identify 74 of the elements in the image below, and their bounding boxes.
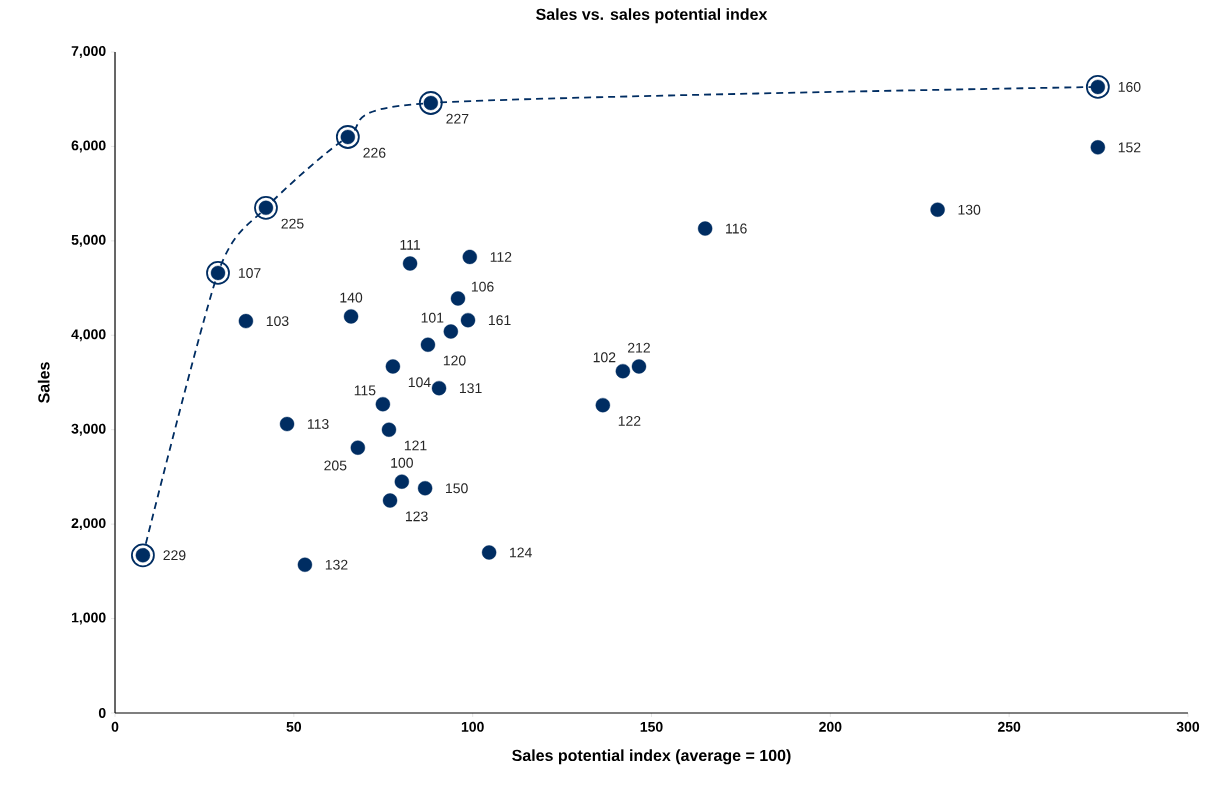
annotation: 161 xyxy=(488,315,511,326)
annotation: 160 xyxy=(1118,81,1141,92)
point xyxy=(279,416,295,432)
annotation: 115 xyxy=(354,385,376,396)
point xyxy=(350,440,366,455)
annotation: 152 xyxy=(1118,142,1141,153)
point xyxy=(443,324,459,339)
point xyxy=(1090,140,1106,155)
point xyxy=(631,359,647,374)
y-tick-label: 1,000 xyxy=(71,612,106,625)
annotation: 116 xyxy=(726,223,747,234)
point xyxy=(930,202,945,217)
point xyxy=(595,397,611,413)
point xyxy=(420,337,436,352)
y-tick-label: 2,000 xyxy=(71,518,106,531)
point xyxy=(238,313,254,329)
point xyxy=(297,557,313,572)
point xyxy=(394,474,410,489)
annotation: 227 xyxy=(446,113,469,124)
x-axis-title: Sales potential index (average = 100) xyxy=(512,749,791,765)
annotation: 131 xyxy=(459,383,482,394)
annotation: 205 xyxy=(324,460,347,471)
y-tick-label: 7,000 xyxy=(71,46,106,58)
annotation: 123 xyxy=(405,511,428,522)
x-tick-label: 50 xyxy=(286,721,302,732)
x-tick-label: 0 xyxy=(111,721,119,732)
annotation: 104 xyxy=(408,377,431,388)
y-axis-title: Sales xyxy=(37,362,50,403)
annotation: 150 xyxy=(446,483,468,494)
chart-title: Sales vs. sales potential index xyxy=(536,8,768,24)
x-tick-label: 100 xyxy=(461,721,484,732)
annotation: 113 xyxy=(307,419,329,429)
point xyxy=(375,397,391,412)
annotation: 226 xyxy=(363,147,386,158)
point xyxy=(381,422,397,437)
point xyxy=(402,256,418,271)
annotation: 103 xyxy=(266,316,289,327)
annotation: 130 xyxy=(958,204,981,215)
annotation: 121 xyxy=(404,440,427,451)
point xyxy=(343,309,359,324)
annotation: 225 xyxy=(281,218,304,229)
y-tick-label: 5,000 xyxy=(71,234,106,247)
point xyxy=(615,363,631,379)
point xyxy=(481,545,497,560)
annotation: 229 xyxy=(163,550,186,561)
point xyxy=(697,221,713,236)
point xyxy=(460,312,476,328)
annotation: 106 xyxy=(471,281,494,292)
y-tick-label: 4,000 xyxy=(71,329,106,342)
annotation: 124 xyxy=(510,547,532,558)
point xyxy=(417,481,433,496)
annotation: 100 xyxy=(391,457,413,468)
point xyxy=(385,359,401,374)
annotation: 140 xyxy=(340,292,363,303)
point xyxy=(450,291,466,306)
x-tick-label: 200 xyxy=(819,721,842,732)
x-tick-label: 250 xyxy=(997,721,1021,732)
annotation: 122 xyxy=(618,416,641,426)
annotation: 102 xyxy=(593,352,616,363)
annotation: 212 xyxy=(628,342,650,353)
annotation: 112 xyxy=(490,252,512,262)
y-tick-label: 3,000 xyxy=(71,423,106,436)
annotation: 120 xyxy=(443,355,466,366)
point xyxy=(462,249,477,265)
point xyxy=(382,493,398,508)
x-tick-label: 300 xyxy=(1176,721,1200,732)
y-tick-label: 6,000 xyxy=(71,140,106,153)
annotation: 111 xyxy=(400,240,421,250)
annotation: 132 xyxy=(325,559,348,570)
x-tick-label: 150 xyxy=(640,721,663,732)
annotation: 107 xyxy=(238,267,261,278)
annotation: 101 xyxy=(421,312,444,323)
y-tick-label: 0 xyxy=(98,708,106,718)
point xyxy=(431,380,447,396)
